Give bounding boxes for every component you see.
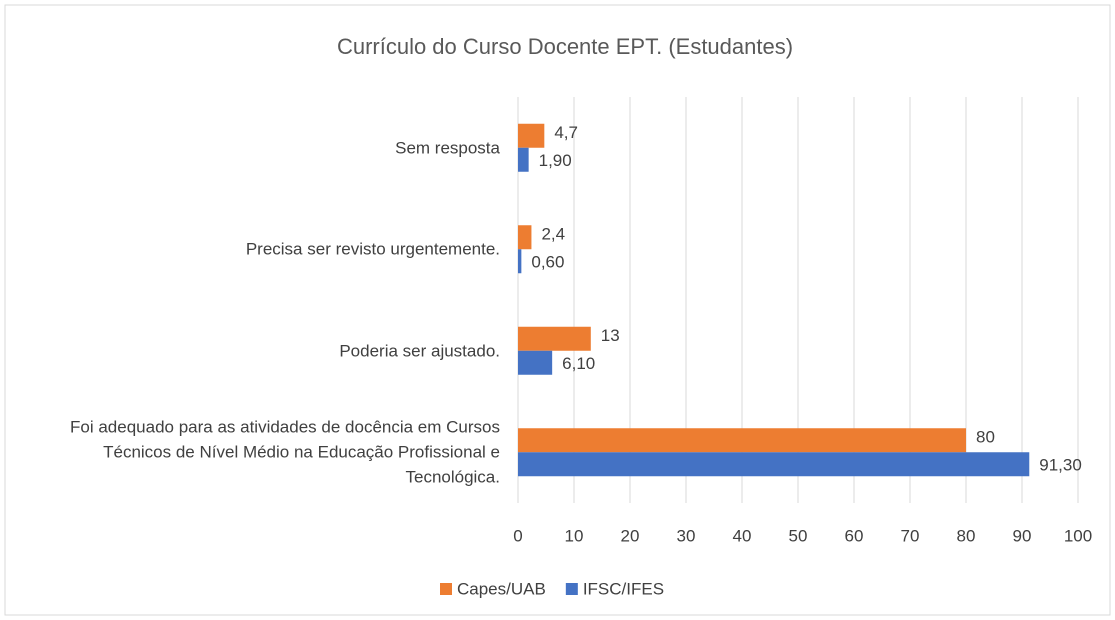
category-label: Poderia ser ajustado.: [339, 341, 500, 361]
bar: [518, 428, 966, 453]
chart-title: Currículo do Curso Docente EPT. (Estudan…: [337, 34, 793, 59]
x-tick-label: 90: [1013, 526, 1032, 545]
bar: [518, 249, 522, 274]
x-tick-label: 80: [957, 526, 976, 545]
bar: [518, 350, 553, 375]
x-tick-label: 0: [513, 526, 522, 545]
x-tick-label: 30: [677, 526, 696, 545]
category-label: Sem resposta: [395, 138, 500, 158]
data-label: 2,4: [541, 225, 565, 244]
category-label: Precisa ser revisto urgentemente.: [245, 239, 500, 259]
legend-swatch: [440, 583, 452, 595]
x-tick-label: 40: [733, 526, 752, 545]
legend-swatch: [565, 583, 578, 595]
data-label: 0,60: [531, 253, 564, 272]
data-label: 6,10: [562, 354, 595, 373]
legend-label: IFSC/IFES: [583, 579, 664, 598]
bar: [518, 225, 532, 250]
legend-label: Capes/UAB: [457, 579, 546, 598]
x-tick-label: 20: [621, 526, 640, 545]
x-tick-label: 60: [845, 526, 864, 545]
data-label: 4,7: [554, 123, 578, 142]
bar: [518, 326, 591, 351]
data-label: 91,30: [1039, 456, 1082, 475]
x-tick-label: 70: [901, 526, 920, 545]
bar: [518, 452, 1030, 477]
bar: [518, 123, 545, 148]
data-label: 80: [976, 428, 995, 447]
x-tick-label: 100: [1064, 526, 1092, 545]
bar: [518, 147, 529, 172]
chart-border: [4, 4, 1111, 616]
category-label: Foi adequado para as atividades de docên…: [70, 417, 500, 487]
data-label: 1,90: [539, 151, 572, 170]
data-label: 13: [601, 326, 620, 345]
x-tick-label: 10: [565, 526, 584, 545]
x-tick-label: 50: [789, 526, 808, 545]
